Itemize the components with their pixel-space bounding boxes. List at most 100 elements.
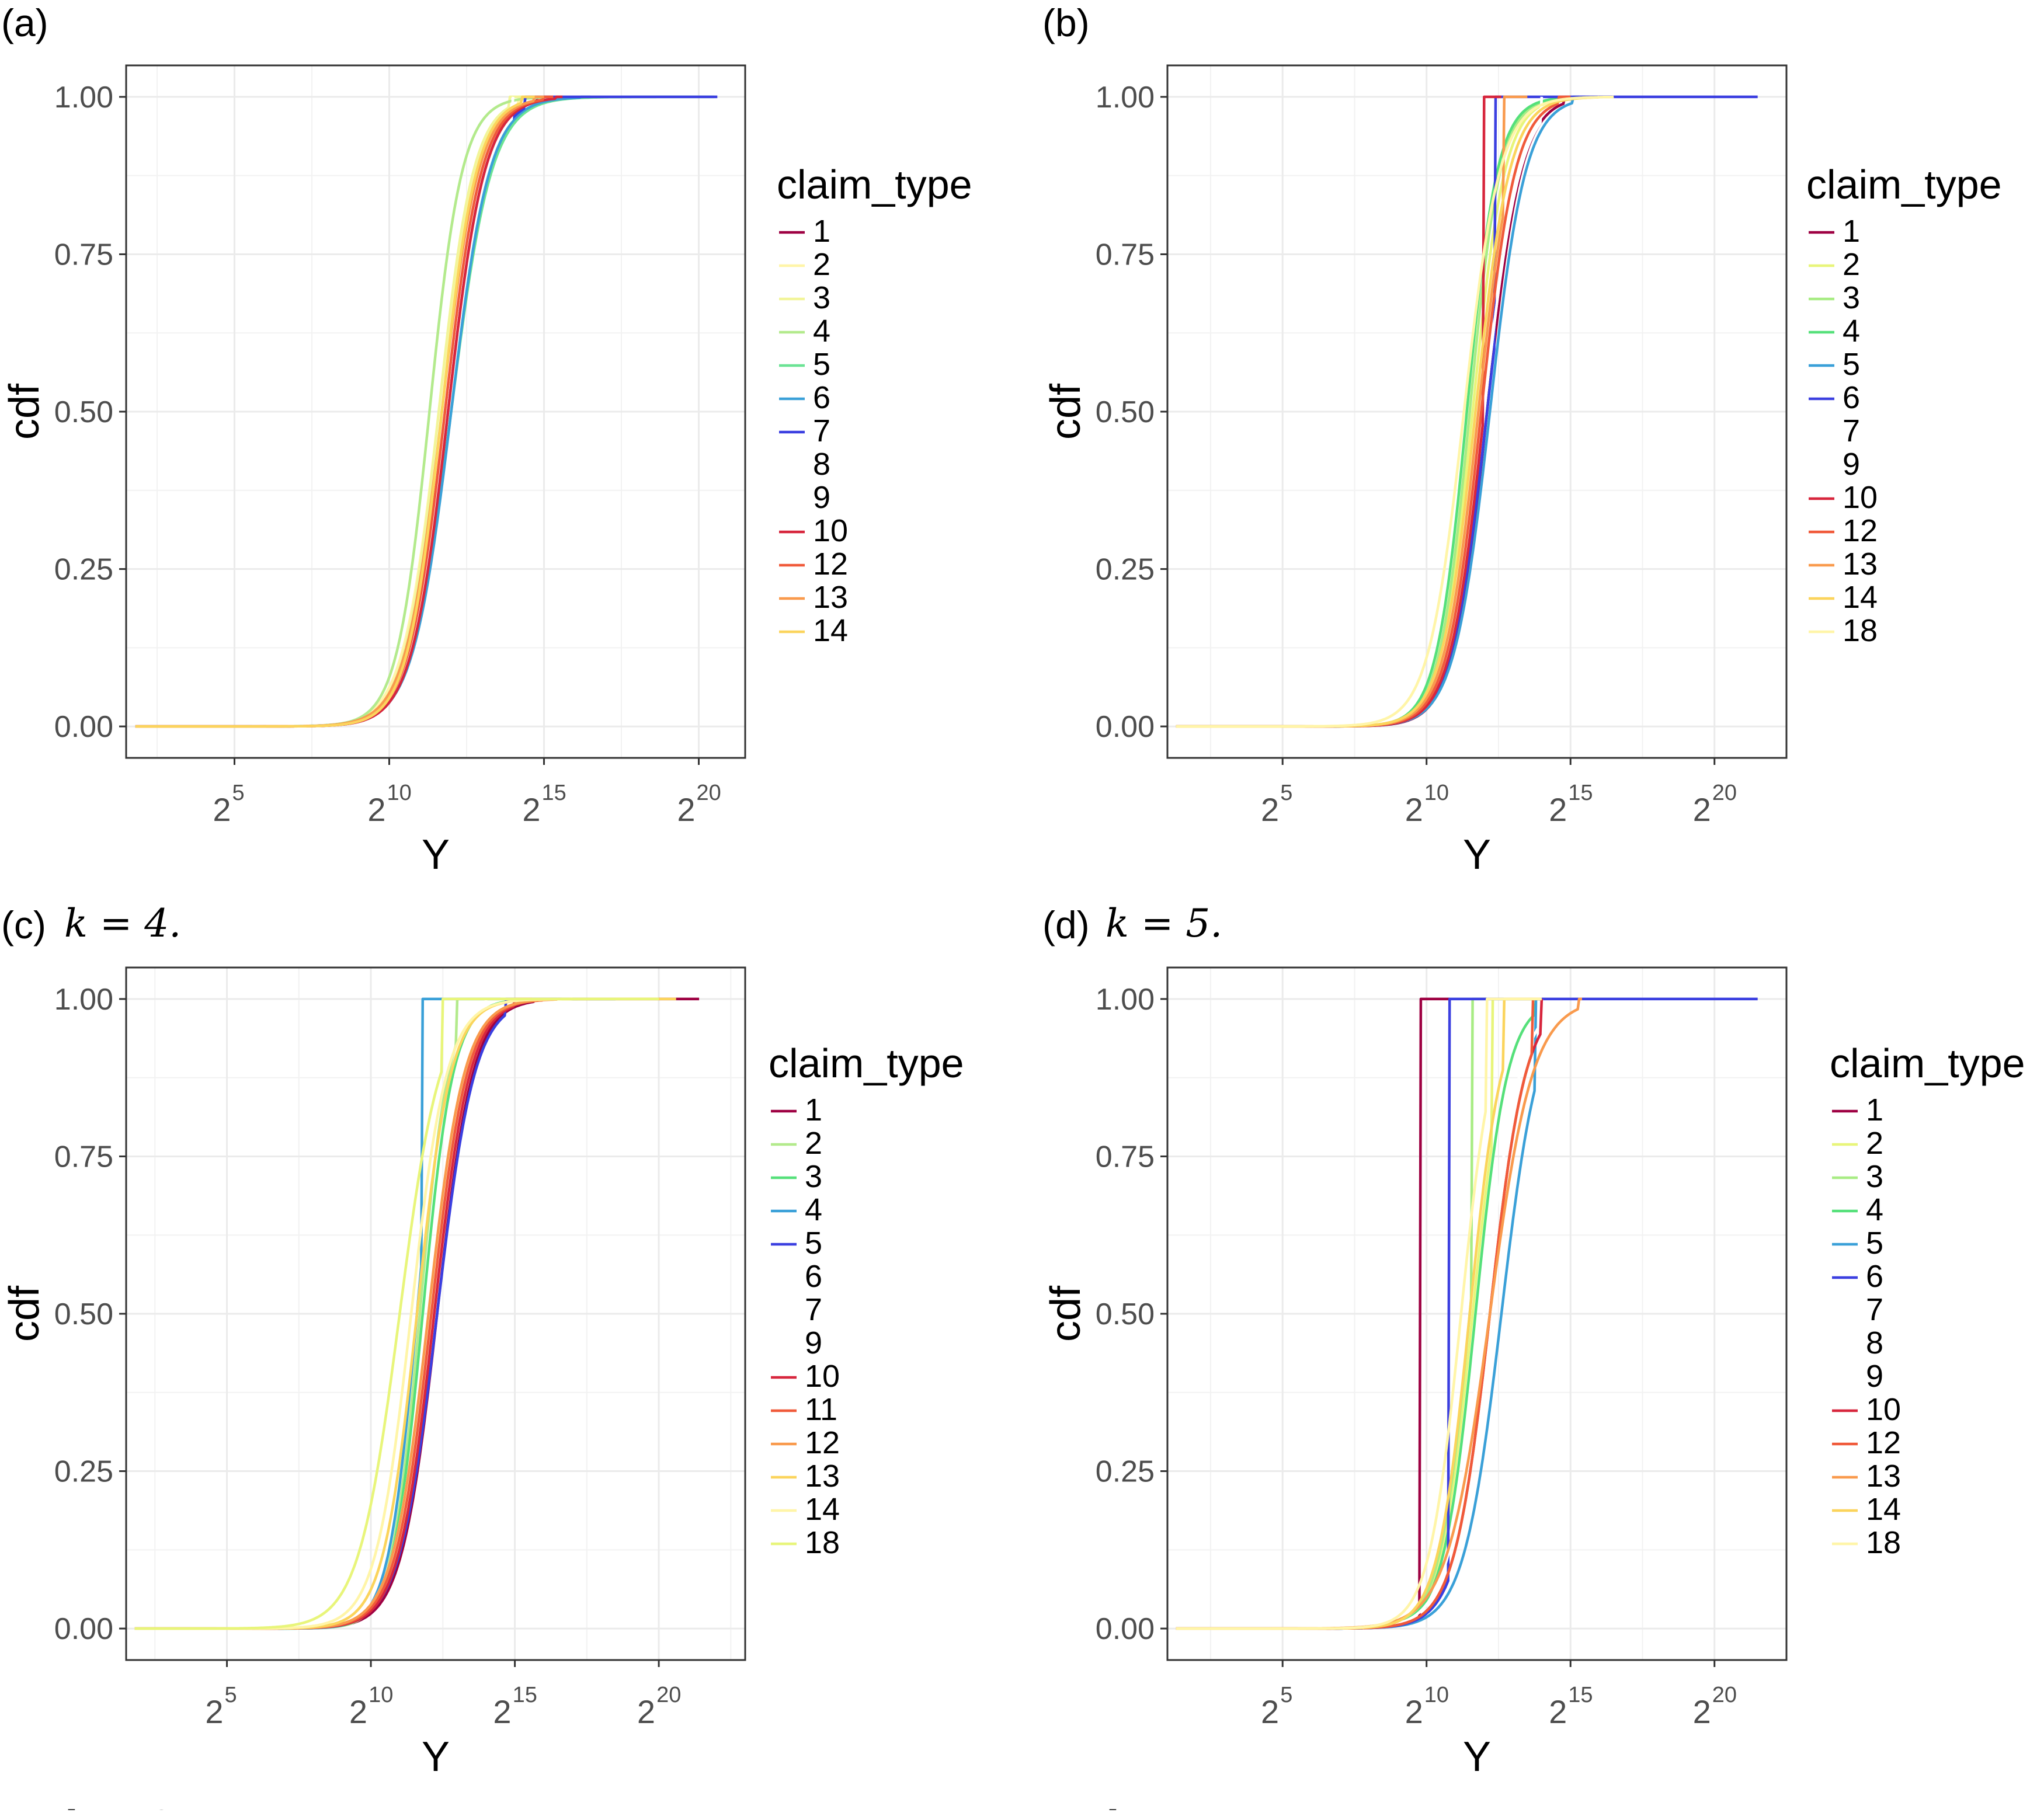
x-tick-base: 2 — [1549, 791, 1567, 828]
y-tick-label: 0.25 — [54, 553, 113, 587]
legend-label: 3 — [805, 1159, 822, 1194]
chart-panel-a: (a)0.000.250.500.751.002 5 2 10 2 15 2 20Ycdfk … — [1, 1, 972, 946]
x-tick-base: 2 — [1693, 1693, 1711, 1730]
legend-label: 6 — [1866, 1259, 1883, 1294]
y-tick-label: 1.00 — [1096, 983, 1155, 1017]
legend-label: 2 — [805, 1126, 822, 1161]
legend-label: 4 — [805, 1192, 822, 1227]
x-tick-exponent: 10 — [387, 781, 412, 805]
x-tick-exponent: 5 — [1280, 781, 1292, 805]
legend-label: 10 — [805, 1359, 840, 1394]
chart-panel-b: (b)0.000.250.500.751.002 5 2 10 2 15 2 20Ycdfk … — [1042, 1, 2002, 946]
legend-label: 7 — [1866, 1292, 1883, 1327]
x-tick-exponent: 10 — [1424, 781, 1449, 805]
legend-label: 5 — [1866, 1226, 1883, 1261]
series-line-18 — [1176, 95, 1614, 728]
legend-label: 3 — [813, 280, 830, 315]
y-axis-title: cdf — [1, 1285, 48, 1342]
x-axis-title: Y — [422, 831, 450, 878]
legend-label: 9 — [813, 480, 830, 515]
x-tick-exponent: 15 — [1568, 781, 1593, 805]
legend-label: 7 — [1843, 413, 1860, 448]
y-tick-label: 0.75 — [1096, 238, 1155, 272]
y-tick-label: 0.25 — [54, 1455, 113, 1489]
legend-label: 12 — [805, 1425, 840, 1460]
x-tick-exponent: 20 — [1712, 781, 1737, 805]
legend-label: 10 — [813, 513, 848, 548]
y-tick-label: 0.50 — [54, 395, 113, 429]
chart-panel-c: (c)0.000.250.500.751.0025210215220Ycdfk … — [1, 903, 964, 1813]
legend-label: 4 — [1843, 314, 1860, 349]
legend-title: claim_type — [777, 162, 972, 207]
y-tick-label: 0.00 — [54, 1612, 113, 1646]
x-tick-exponent: 20 — [656, 1683, 681, 1707]
legend-label: 14 — [805, 1492, 840, 1527]
legend-label: 12 — [1866, 1425, 1901, 1460]
y-tick-label: 0.75 — [1096, 1140, 1155, 1174]
x-tick-base: 2 — [1261, 1693, 1279, 1730]
y-tick-label: 0.00 — [1096, 1612, 1155, 1646]
legend-label: 9 — [1866, 1359, 1883, 1394]
legend-label: 13 — [1843, 547, 1878, 582]
series-line-18 — [134, 997, 659, 1630]
x-tick-base: 2 — [213, 791, 231, 828]
legend-label: 5 — [805, 1226, 822, 1261]
x-axis-title: Y — [1463, 831, 1491, 878]
legend-label: 7 — [813, 413, 830, 448]
y-tick-label: 1.00 — [54, 81, 113, 114]
legend-label: 13 — [1866, 1459, 1901, 1494]
legend-label: 5 — [1843, 347, 1860, 382]
y-axis-title: cdf — [1042, 383, 1089, 440]
panel-caption: k = 4. — [64, 901, 181, 946]
legend-label: 13 — [813, 580, 848, 615]
legend-label: 8 — [1866, 1325, 1883, 1360]
legend-title: claim_type — [1806, 162, 2002, 207]
legend-label: 7 — [805, 1292, 822, 1327]
x-tick-base: 2 — [1405, 1693, 1423, 1730]
x-tick-base: 2 — [637, 1693, 655, 1730]
legend-label: 1 — [813, 214, 830, 249]
legend-label: 6 — [1843, 380, 1860, 415]
legend-label: 10 — [1843, 480, 1878, 515]
legend-title: claim_type — [769, 1041, 964, 1086]
x-tick-base: 2 — [1693, 791, 1711, 828]
legend-label: 3 — [1843, 280, 1860, 315]
legend-label: 14 — [1866, 1492, 1901, 1527]
legend-label: 13 — [805, 1459, 840, 1494]
legend-label: 5 — [813, 347, 830, 382]
y-tick-label: 0.50 — [1096, 1297, 1155, 1331]
legend-label: 8 — [813, 447, 830, 482]
legend-label: 10 — [1866, 1392, 1901, 1427]
legend-label: 2 — [1866, 1126, 1883, 1161]
x-tick-exponent: 20 — [697, 781, 721, 805]
y-tick-label: 0.75 — [54, 1140, 113, 1174]
y-tick-label: 0.25 — [1096, 553, 1155, 587]
legend-label: 18 — [1843, 613, 1878, 648]
legend-label: 14 — [813, 613, 848, 648]
panel-caption: k = 6. — [64, 1803, 181, 1810]
legend-label: 18 — [1866, 1525, 1901, 1560]
panel-label: (a) — [1, 1, 48, 44]
x-tick-base: 2 — [493, 1693, 511, 1730]
x-tick-base: 2 — [1549, 1693, 1567, 1730]
x-tick-base: 2 — [367, 791, 385, 828]
panel-label: (d) — [1042, 903, 1090, 946]
x-tick-exponent: 5 — [232, 781, 245, 805]
x-tick-exponent: 10 — [1424, 1683, 1449, 1707]
series-line-14 — [135, 95, 535, 728]
y-tick-label: 0.50 — [54, 1297, 113, 1331]
y-tick-label: 1.00 — [1096, 81, 1155, 114]
legend-label: 2 — [1843, 247, 1860, 282]
panel-caption: k = 7. — [1106, 1803, 1222, 1810]
legend-label: 18 — [805, 1525, 840, 1560]
panel-caption: k = 5. — [1106, 901, 1222, 946]
panel-label: (c) — [1, 903, 46, 946]
legend-label: 1 — [1843, 214, 1860, 249]
x-tick-base: 2 — [349, 1693, 367, 1730]
